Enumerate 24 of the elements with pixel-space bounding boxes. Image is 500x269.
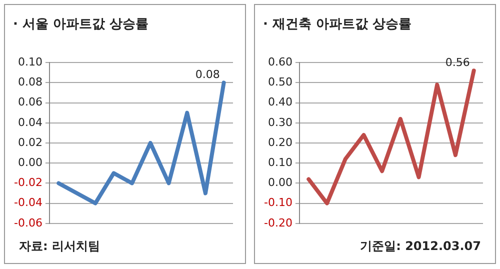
y-tick-label: 0.00 [268,176,292,190]
y-tick-label: 0.40 [268,96,292,109]
text: 기준일: 2012.03.07 [360,238,481,255]
y-tick-label: 0.30 [268,116,292,129]
y-tick-label: 0.00 [18,156,42,169]
y-tick-label: 0.02 [18,136,42,149]
y-tick-label: -0.06 [14,216,42,230]
y-tick-label: -0.10 [264,196,292,210]
chart-title: · 재건축 아파트값 상승률 [263,16,412,33]
y-tick-label: -0.04 [14,196,42,210]
y-tick-label: 0.10 [18,55,42,68]
y-tick-label: 0.50 [268,76,292,89]
y-tick-label: 0.60 [268,55,292,68]
text: 자료: 리서치팀 [19,238,100,255]
y-tick-label: -0.20 [264,216,292,230]
y-tick-label: 0.08 [18,76,42,89]
y-tick-label: -0.02 [14,176,42,190]
chart-title: · 서울 아파트값 상승률 [13,16,149,33]
data-label: 0.56 [445,56,470,69]
y-tick-label: 0.06 [18,96,42,109]
data-label: 0.08 [195,68,220,82]
y-tick-label: 0.04 [18,116,42,129]
y-tick-label: 0.20 [268,136,292,149]
y-tick-label: 0.10 [268,156,292,169]
